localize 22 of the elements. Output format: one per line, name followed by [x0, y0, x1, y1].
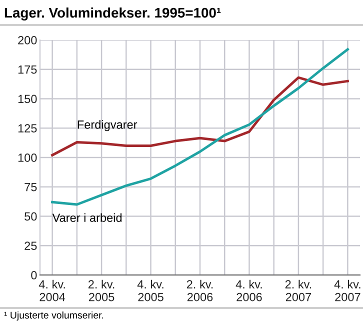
- y-tick-label: 125: [18, 124, 37, 133]
- y-tick-label: 175: [18, 66, 37, 74]
- line-series: [51, 76, 349, 156]
- series-label: Ferdigvarer: [78, 120, 138, 132]
- x-tick-label: 2. kv. 2006: [186, 280, 213, 302]
- y-tick-label: 50: [24, 212, 37, 221]
- x-tick-label: 4. kv. 2006: [236, 280, 262, 302]
- x-tick-label: 4. kv. 2007: [334, 280, 360, 302]
- y-tick-label: 100: [18, 154, 37, 162]
- y-tick-label: 200: [18, 36, 37, 44]
- x-tick-label: 4. kv. 2005: [137, 280, 164, 302]
- x-tick-label: 4. kv. 2004: [38, 280, 66, 302]
- y-tick-label: 75: [24, 183, 37, 192]
- y-tick-label: 150: [18, 94, 37, 104]
- y-tick-label: 0: [31, 271, 37, 280]
- text: ¹ Ujusterte volumserier.: [4, 311, 104, 321]
- series-label: Varer i arbeid: [52, 213, 122, 222]
- line-series: [51, 48, 349, 206]
- y-tick-label: 25: [24, 242, 37, 250]
- x-tick-label: 2. kv. 2005: [88, 280, 114, 302]
- chart-title: Lager. Volumindekser. 1995=100¹: [4, 7, 221, 21]
- x-tick-label: 2. kv. 2007: [285, 280, 312, 302]
